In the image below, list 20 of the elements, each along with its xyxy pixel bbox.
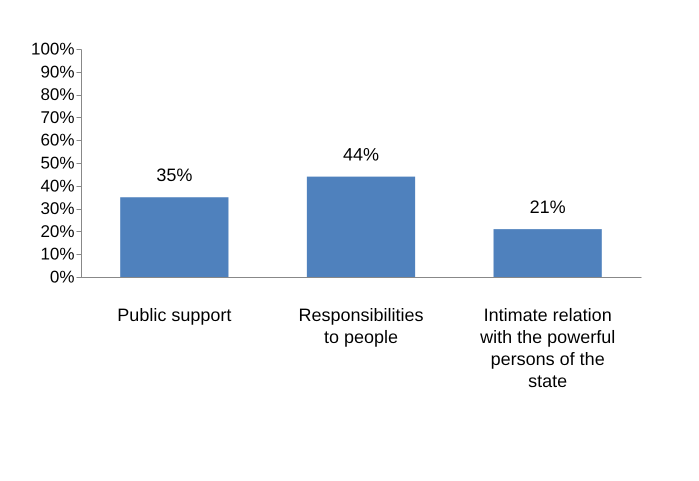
y-tick-label: 60% <box>40 130 74 150</box>
data-label: 44% <box>342 144 380 165</box>
y-tick-label: 70% <box>40 108 74 127</box>
x-tick-label: Intimate relation with the powerful persons of the state <box>479 305 616 391</box>
y-tick-label: 80% <box>40 85 74 104</box>
y-tick-label: 0% <box>50 268 74 286</box>
y-tick-label: 90% <box>40 62 74 82</box>
y-tick-label: 40% <box>40 176 74 196</box>
y-tick-label: 100% <box>31 40 74 58</box>
bar <box>306 176 416 277</box>
y-tick-label: 20% <box>40 222 74 241</box>
x-tick-label: Responsibilities to people <box>298 305 424 347</box>
data-label: 35% <box>156 165 192 186</box>
data-label: 21% <box>530 197 566 218</box>
y-tick-label: 10% <box>40 244 74 264</box>
bar <box>120 197 228 277</box>
y-tick-label: 50% <box>40 154 74 172</box>
y-tick-label: 30% <box>40 199 74 218</box>
x-tick-label: Public support <box>117 305 232 325</box>
bar <box>494 229 602 277</box>
